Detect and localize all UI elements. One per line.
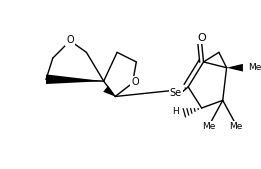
Polygon shape xyxy=(103,86,115,96)
Text: O: O xyxy=(132,77,139,87)
Text: Me: Me xyxy=(229,122,243,131)
Polygon shape xyxy=(227,64,243,71)
Polygon shape xyxy=(46,74,104,84)
Text: O: O xyxy=(66,35,74,45)
Text: Me: Me xyxy=(248,63,261,72)
Text: Me: Me xyxy=(203,122,216,131)
Text: Se: Se xyxy=(170,88,182,98)
Text: H: H xyxy=(172,107,179,116)
Text: O: O xyxy=(197,33,206,43)
